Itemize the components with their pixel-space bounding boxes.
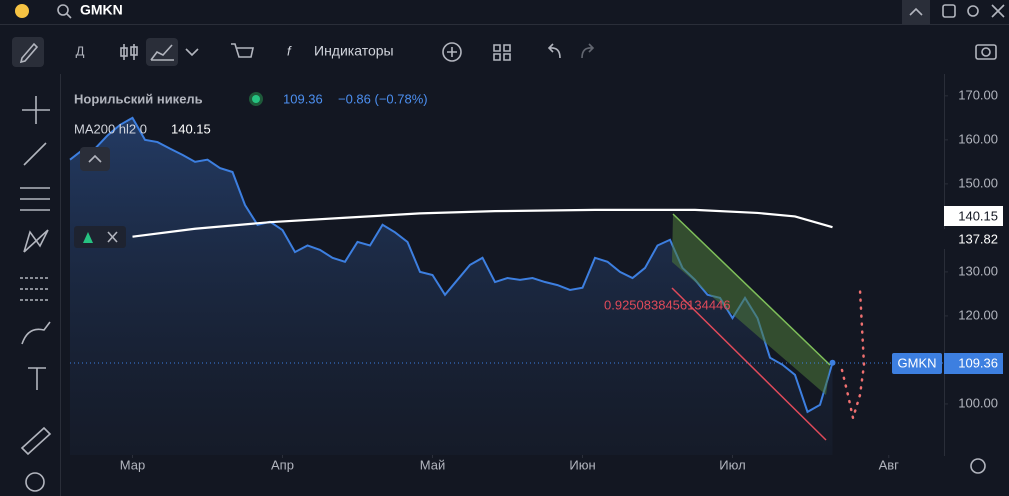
zoom-tool[interactable] (25, 472, 45, 492)
interval-button[interactable]: Д (76, 43, 85, 58)
x-tick-label: Апр (271, 457, 294, 472)
x-tick-label: Мар (120, 457, 145, 472)
indicators-button[interactable]: Индикаторы (314, 43, 394, 59)
add-button[interactable] (442, 42, 462, 62)
top-bar (0, 0, 1009, 24)
area-icon (150, 44, 174, 61)
pencil-icon (19, 42, 39, 64)
brush-tool[interactable] (21, 321, 51, 345)
alert-box[interactable] (74, 226, 126, 248)
plot-area: 100.00 120.00 130.00 150.00 160.00 170.00 Мар А… (69, 87, 998, 472)
y-tick-label: 150.00 (958, 175, 998, 190)
candle-icon (130, 46, 138, 56)
y-tick-label: 160.00 (958, 131, 998, 146)
fib-tool[interactable] (20, 187, 50, 211)
collapse-icon (909, 7, 923, 16)
symbol-label (892, 353, 942, 374)
undo-button[interactable] (547, 43, 561, 59)
ruler-tool[interactable] (20, 426, 52, 456)
layout-button[interactable] (493, 44, 511, 61)
collapse-button[interactable] (902, 0, 930, 24)
market-status-dot (252, 95, 260, 103)
last-price-text: 109.36 (958, 355, 998, 370)
other-price-label (944, 229, 1003, 249)
lens-icon (981, 47, 991, 57)
settings-button[interactable] (967, 5, 979, 17)
legend-collapse[interactable] (80, 147, 110, 171)
last-price-label (944, 353, 1003, 374)
symbol-label-text: GMKN (898, 355, 937, 370)
screenshot-button[interactable] (975, 44, 997, 60)
y-tick-label: 130.00 (958, 263, 998, 278)
fx-icon: f (287, 43, 292, 58)
pattern-tool[interactable] (23, 229, 49, 253)
line (132, 208, 833, 238)
candle-icon (120, 47, 128, 57)
legend-change: −0.86 (−0.78%) (338, 91, 428, 106)
cart-button[interactable] (231, 43, 254, 58)
search-icon[interactable] (57, 4, 69, 16)
legend-price: 109.36 (283, 91, 323, 106)
ma-value: 140.15 (171, 121, 211, 136)
plus-icon (447, 47, 457, 57)
price-axis (944, 74, 1009, 496)
area (70, 117, 833, 455)
line-tool[interactable] (23, 142, 47, 166)
y-tick-label: 170.00 (958, 87, 998, 102)
ma-price-label (944, 206, 1003, 226)
area-button[interactable] (146, 38, 178, 66)
dropdown-icon[interactable] (185, 48, 199, 57)
collapse-icon (88, 154, 102, 163)
projection (840, 288, 866, 423)
search-icon-handle (66, 13, 72, 19)
search-text[interactable]: GMKN (80, 2, 123, 18)
axis-line (944, 74, 945, 456)
x-tick-label: Авг (879, 457, 900, 472)
text-tool[interactable] (28, 367, 46, 390)
alert-remove[interactable] (107, 231, 118, 243)
ma-name: MA200 hl2 0 (74, 121, 147, 136)
divider (0, 24, 1009, 25)
y-tick-label: 100.00 (958, 395, 998, 410)
axis-settings[interactable] (970, 458, 986, 474)
channel-fill (672, 214, 830, 395)
crosshair-tool[interactable] (22, 96, 50, 124)
x-tick-label: Июн (569, 457, 595, 472)
x-tick-label: Май (420, 457, 445, 472)
ma-price-text: 140.15 (958, 208, 998, 223)
window-button[interactable] (942, 4, 956, 18)
x-tick-label: Июл (719, 457, 745, 472)
symbol-name: Норильский никель (74, 91, 203, 106)
channel-line (672, 213, 831, 366)
annotation: 0.9250838456134446 (604, 297, 731, 312)
alert-icon (83, 232, 93, 243)
status-dot (15, 4, 29, 18)
prediction-tool[interactable] (20, 277, 50, 301)
regression-line (671, 287, 827, 441)
line (69, 116, 834, 414)
divider (60, 74, 61, 496)
y-tick-label: 120.00 (958, 307, 998, 322)
last-point (829, 359, 836, 366)
other-price-text: 137.82 (958, 231, 998, 246)
redo-button[interactable] (581, 43, 595, 59)
close-button[interactable] (991, 4, 1005, 18)
